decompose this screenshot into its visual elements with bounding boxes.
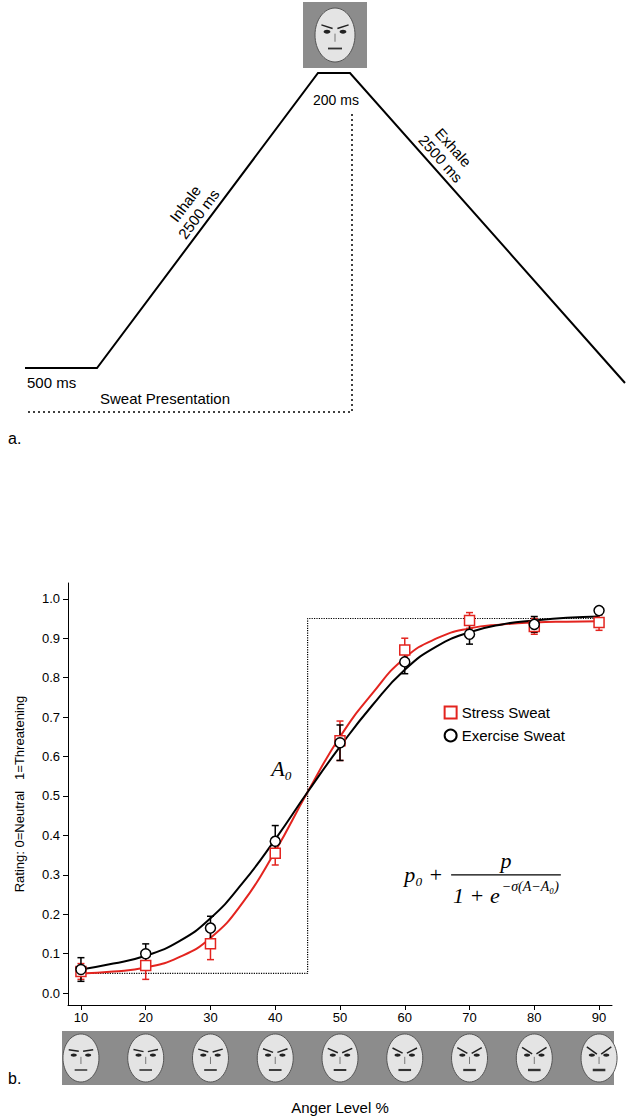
svg-text:10: 10 — [74, 1010, 88, 1025]
svg-text:0.9: 0.9 — [42, 631, 60, 646]
svg-text:Exercise Sweat: Exercise Sweat — [462, 727, 566, 744]
svg-text:40: 40 — [268, 1010, 282, 1025]
svg-text:Sweat Presentation: Sweat Presentation — [100, 390, 230, 407]
svg-text:2500 ms: 2500 ms — [415, 132, 466, 186]
svg-text:30: 30 — [203, 1010, 217, 1025]
svg-text:0.0: 0.0 — [42, 986, 60, 1001]
svg-text:Stress Sweat: Stress Sweat — [462, 704, 551, 721]
svg-text:0.6: 0.6 — [42, 749, 60, 764]
svg-text:0.8: 0.8 — [42, 670, 60, 685]
svg-text:1 + e: 1 + e — [453, 883, 500, 908]
svg-text:p₀ +: p₀ + — [402, 862, 443, 887]
svg-text:Anger Level %: Anger Level % — [291, 1099, 389, 1116]
svg-text:0.4: 0.4 — [42, 828, 60, 843]
svg-text:90: 90 — [592, 1010, 606, 1025]
svg-text:70: 70 — [462, 1010, 476, 1025]
svg-text:0.2: 0.2 — [42, 907, 60, 922]
svg-text:50: 50 — [333, 1010, 347, 1025]
svg-text:0.7: 0.7 — [42, 710, 60, 725]
svg-text:p: p — [498, 848, 511, 873]
svg-text:A₀: A₀ — [269, 756, 292, 781]
svg-text:1.0: 1.0 — [42, 591, 60, 606]
svg-text:b.: b. — [8, 1070, 21, 1087]
svg-text:2500 ms: 2500 ms — [175, 186, 223, 242]
svg-text:0.5: 0.5 — [42, 788, 60, 803]
svg-text:200 ms: 200 ms — [313, 92, 359, 108]
svg-text:Exhale: Exhale — [431, 124, 475, 171]
svg-text:a.: a. — [8, 430, 21, 447]
svg-text:60: 60 — [398, 1010, 412, 1025]
svg-text:500 ms: 500 ms — [27, 374, 76, 391]
svg-text:−σ(A−A₀): −σ(A−A₀) — [502, 879, 559, 895]
svg-text:80: 80 — [527, 1010, 541, 1025]
svg-text:Inhale: Inhale — [166, 182, 205, 226]
svg-text:0.1: 0.1 — [42, 946, 60, 961]
svg-text:0.3: 0.3 — [42, 867, 60, 882]
svg-text:20: 20 — [138, 1010, 152, 1025]
svg-text:Rating: 0=Neutral 1=Threaten: Rating: 0=Neutral 1=Threatening — [12, 696, 27, 893]
